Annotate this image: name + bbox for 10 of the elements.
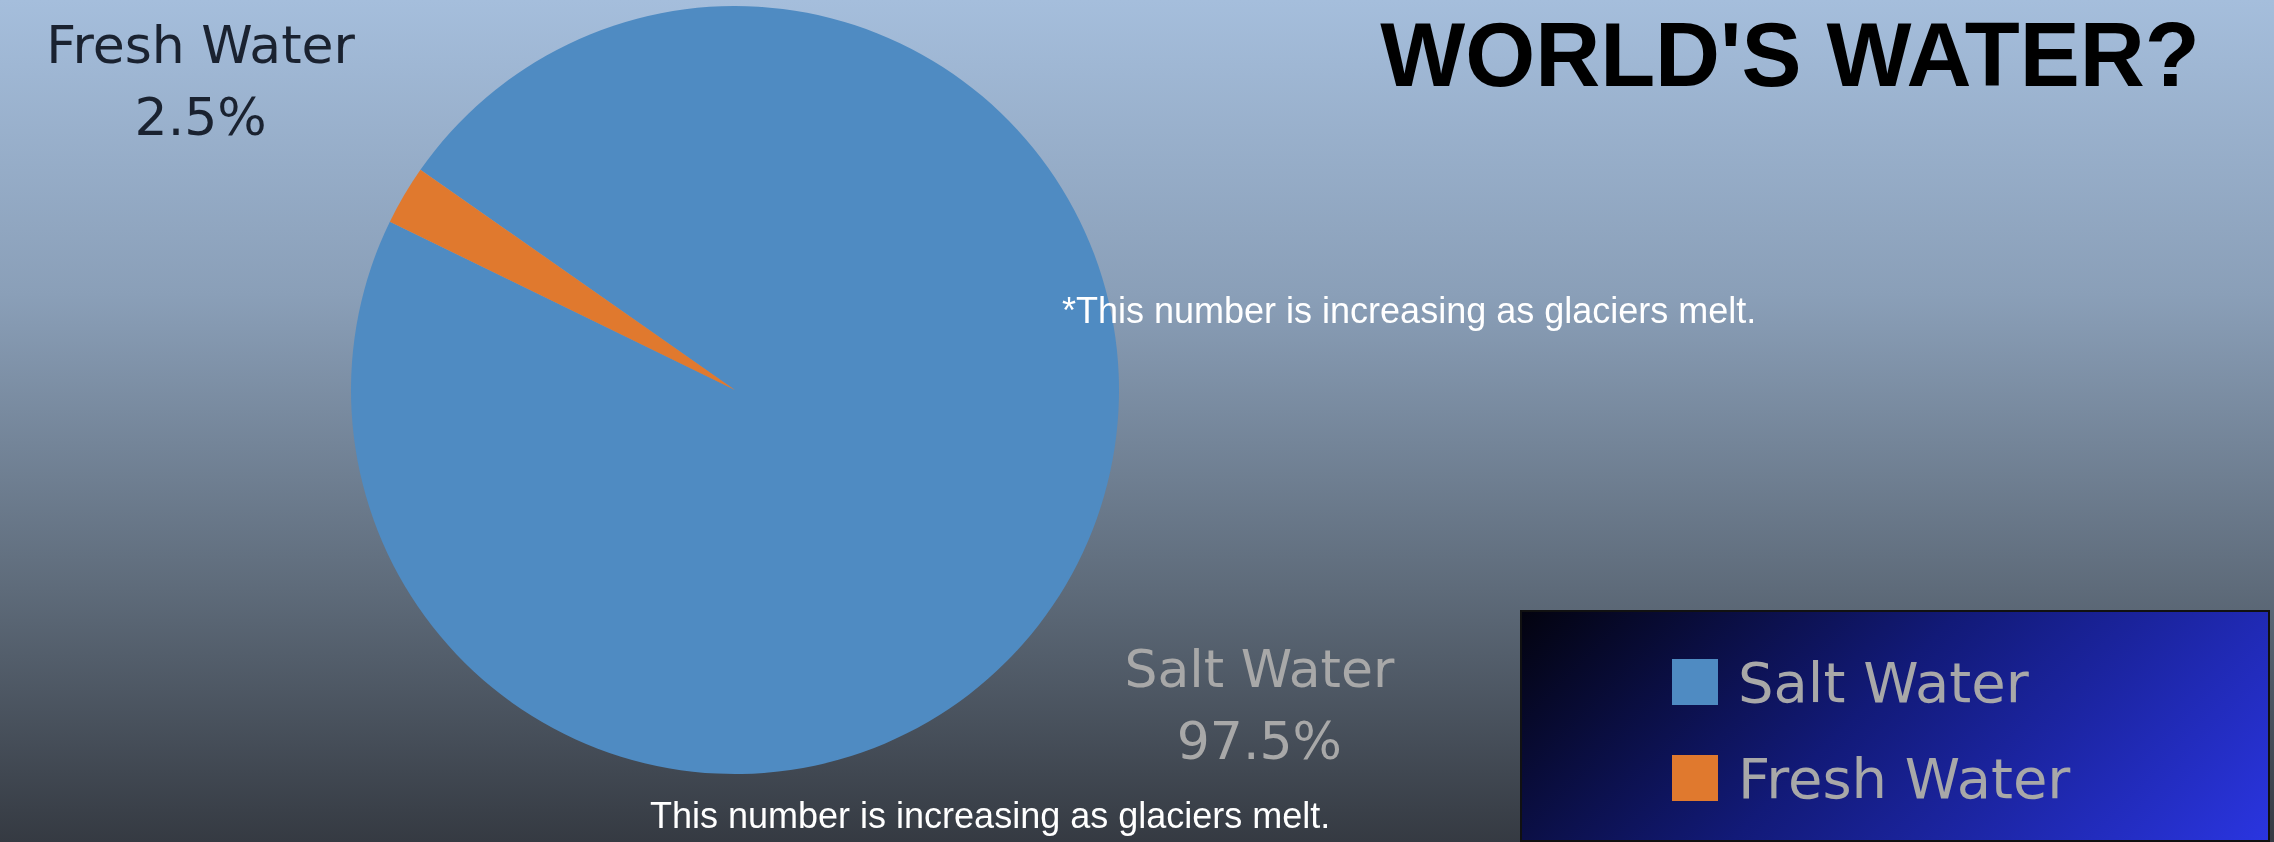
chart-title: WORLD'S WATER? xyxy=(1379,4,2201,107)
legend-label: Fresh Water xyxy=(1738,745,2071,811)
slice-label: Fresh Water xyxy=(46,15,356,76)
text: *This number is increasing as glaciers melt. xyxy=(1062,290,1757,332)
data-label: 2.5% xyxy=(134,87,267,148)
data-label: 97.5% xyxy=(1176,710,1342,771)
legend-label: Salt Water xyxy=(1738,649,2029,715)
slice-label: Salt Water xyxy=(1124,638,1395,699)
pie-slice xyxy=(389,169,735,390)
text: This number is increasing as glaciers melt. xyxy=(650,795,1331,837)
